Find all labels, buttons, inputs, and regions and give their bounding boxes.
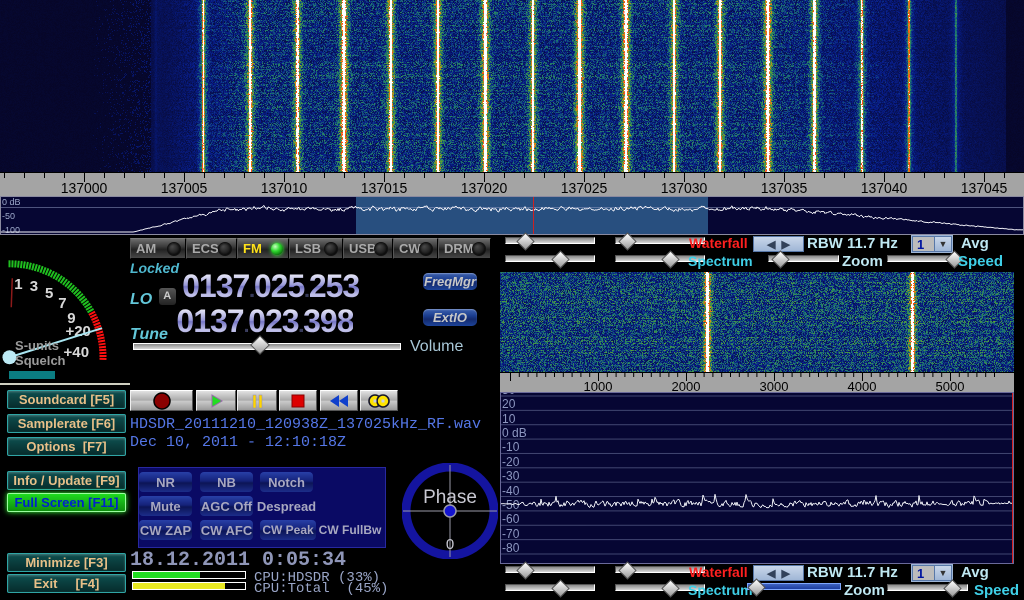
svg-text:Phase: Phase — [423, 487, 477, 508]
svg-text:0: 0 — [446, 536, 454, 553]
